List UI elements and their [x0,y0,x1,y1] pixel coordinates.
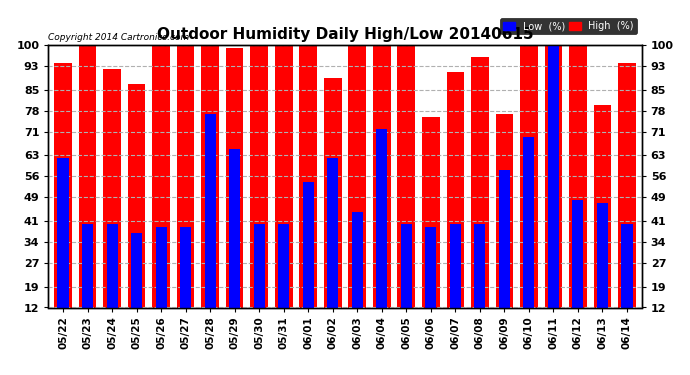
Bar [229,149,240,308]
Bar [299,9,317,308]
Bar [55,63,72,308]
Bar [548,24,559,308]
Bar [597,203,608,308]
Bar [275,9,293,308]
Bar [471,57,489,308]
Legend: Low  (%), High  (%): Low (%), High (%) [500,18,637,34]
Bar [495,114,513,308]
Bar [376,129,387,308]
Bar [57,158,68,308]
Bar [205,114,216,308]
Bar [327,158,338,308]
Bar [254,224,265,308]
Bar [352,212,363,308]
Bar [544,9,562,308]
Bar [422,117,440,308]
Bar [131,233,142,308]
Bar [226,48,244,308]
Bar [82,224,93,308]
Bar [593,105,611,308]
Bar [104,69,121,308]
Bar [474,224,485,308]
Bar [524,138,535,308]
Bar [569,9,586,308]
Bar [177,9,195,308]
Bar [401,224,412,308]
Bar [201,9,219,308]
Bar [303,182,314,308]
Bar [499,170,510,308]
Bar [106,224,117,308]
Title: Outdoor Humidity Daily High/Low 20140615: Outdoor Humidity Daily High/Low 20140615 [157,27,533,42]
Bar [155,227,166,308]
Bar [128,84,146,308]
Bar [348,9,366,308]
Bar [425,227,436,308]
Bar [397,9,415,308]
Bar [324,78,342,308]
Text: Copyright 2014 Cartronics.com: Copyright 2014 Cartronics.com [48,33,190,42]
Bar [618,63,635,308]
Bar [450,224,461,308]
Bar [152,9,170,308]
Bar [250,9,268,308]
Bar [520,24,538,308]
Bar [79,39,97,308]
Bar [278,224,289,308]
Bar [373,9,391,308]
Bar [573,200,584,308]
Bar [446,72,464,308]
Bar [180,227,191,308]
Bar [622,224,633,308]
